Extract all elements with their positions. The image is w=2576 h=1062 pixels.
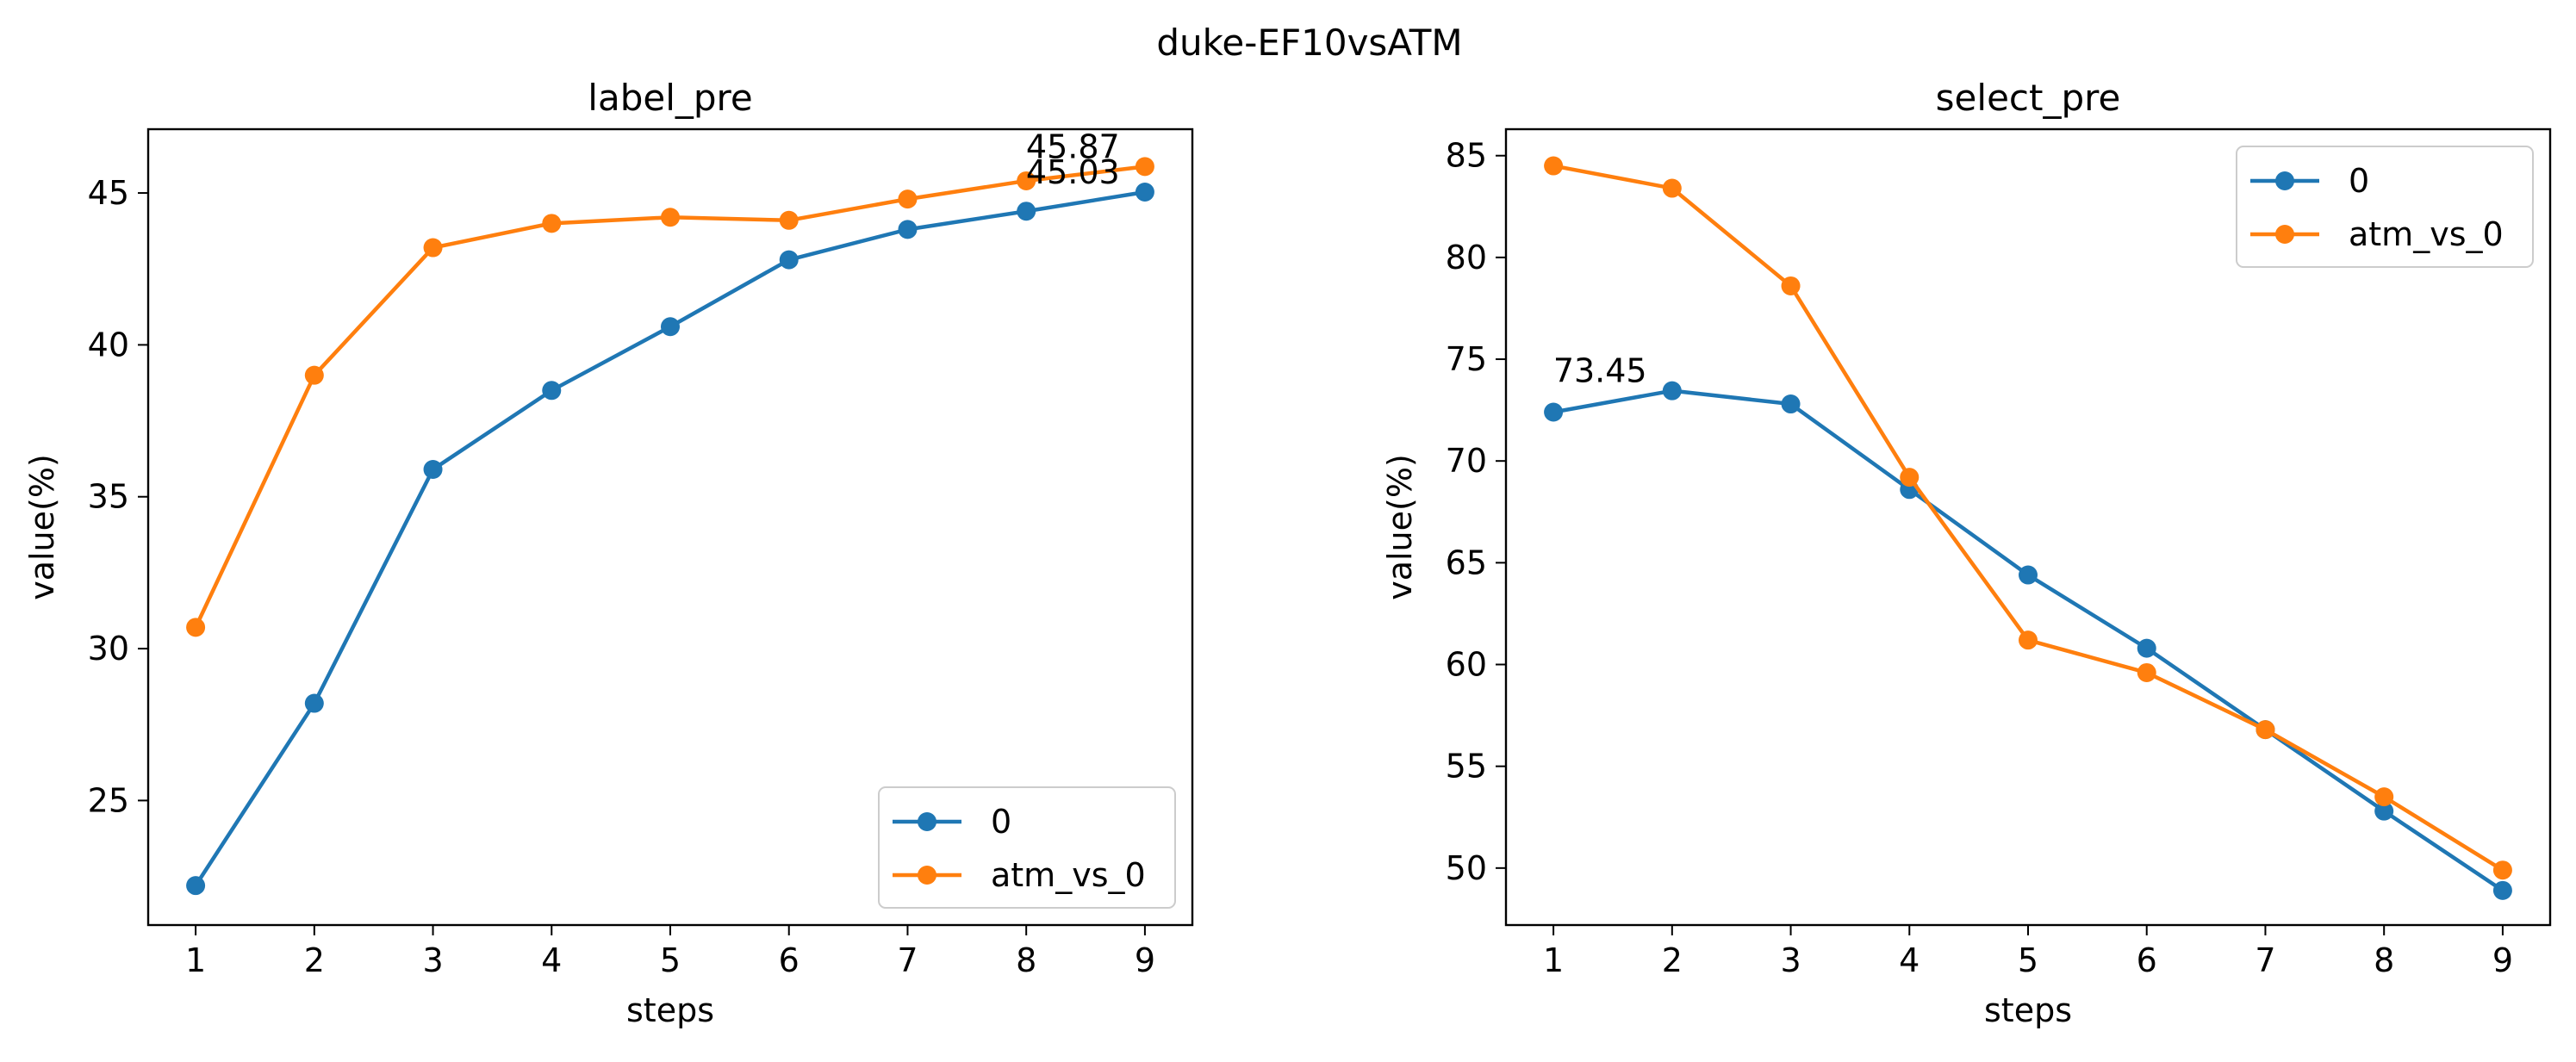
data-point-1-3	[1900, 468, 1920, 488]
data-point-0-8	[1135, 183, 1154, 202]
data-point-0-7	[2374, 801, 2394, 821]
data-point-0-0	[1544, 402, 1564, 422]
data-point-0-5	[779, 250, 799, 270]
x-tick-label: 7	[897, 941, 918, 979]
data-point-0-2	[1781, 394, 1801, 414]
y-tick-label: 25	[88, 781, 129, 819]
x-axis-label: steps	[1984, 991, 2072, 1029]
y-tick-label: 85	[1446, 137, 1487, 175]
legend: 0 atm_vs_0	[878, 786, 1176, 909]
x-tick-label: 9	[2492, 941, 2513, 979]
x-tick-label: 1	[1543, 941, 1564, 979]
y-tick-label: 35	[88, 478, 129, 516]
y-tick-label: 70	[1446, 442, 1487, 480]
legend-marker-1	[918, 866, 936, 885]
y-axis-label: value(%)	[1381, 454, 1419, 600]
data-point-1-0	[186, 618, 206, 637]
data-point-1-7	[1017, 171, 1036, 190]
y-tick-label: 65	[1446, 543, 1487, 581]
data-annotation: 45.03	[1026, 153, 1120, 191]
x-tick-label: 6	[2137, 941, 2157, 979]
y-axis-label: value(%)	[23, 454, 61, 600]
data-annotation: 73.45	[1553, 352, 1647, 390]
data-point-1-5	[2137, 662, 2156, 682]
data-point-0-2	[423, 459, 443, 479]
data-point-1-6	[898, 189, 918, 209]
y-tick-label: 45	[88, 174, 129, 212]
x-axis-label: steps	[626, 991, 714, 1029]
x-tick-label: 7	[2255, 941, 2275, 979]
data-point-1-3	[542, 214, 562, 233]
data-point-1-4	[2019, 630, 2038, 650]
data-point-0-3	[542, 381, 562, 401]
legend-box	[878, 786, 1176, 909]
legend-label: 0	[2349, 162, 2369, 200]
x-tick-label: 5	[660, 941, 681, 979]
data-point-0-1	[1662, 381, 1682, 401]
data-point-0-4	[661, 317, 680, 337]
x-tick-label: 8	[2374, 941, 2394, 979]
y-tick-label: 80	[1446, 239, 1487, 276]
data-annotation: 45.87	[1026, 127, 1120, 165]
y-tick-label: 50	[1446, 849, 1487, 887]
x-tick-label: 2	[304, 941, 325, 979]
y-tick-label: 30	[88, 630, 129, 668]
legend-label: 0	[991, 803, 1011, 841]
data-point-1-5	[779, 210, 799, 230]
legend-label: atm_vs_0	[2349, 215, 2504, 253]
data-point-0-0	[186, 876, 206, 896]
subplot-title: select_pre	[1936, 77, 2121, 119]
data-point-0-4	[2019, 565, 2038, 585]
y-tick-label: 40	[88, 326, 129, 363]
x-tick-label: 2	[1662, 941, 1683, 979]
x-tick-label: 6	[779, 941, 800, 979]
data-point-1-2	[423, 238, 443, 258]
legend-marker-1	[2275, 225, 2294, 244]
x-tick-label: 8	[1016, 941, 1036, 979]
data-point-1-8	[1135, 157, 1154, 177]
legend: 0 atm_vs_0	[2236, 146, 2534, 268]
x-tick-label: 1	[185, 941, 206, 979]
x-tick-label: 4	[541, 941, 562, 979]
data-point-1-6	[2256, 720, 2275, 740]
data-point-0-6	[898, 220, 918, 239]
x-tick-label: 5	[2018, 941, 2038, 979]
data-point-1-8	[2492, 860, 2512, 880]
data-point-1-7	[2374, 787, 2394, 807]
subplot-select-pre: select_pre 1 2 3 4 5 6 7 8 9 50 55 60 65 70 75 80 85 steps…	[1381, 77, 2552, 1029]
data-point-1-4	[661, 208, 680, 227]
x-tick-label: 3	[422, 941, 443, 979]
data-point-0-1	[304, 693, 324, 713]
data-point-0-7	[1017, 202, 1036, 221]
y-tick-label: 75	[1446, 340, 1487, 378]
legend-marker-0	[2275, 171, 2294, 190]
figure-title: duke-EF10vsATM	[1156, 22, 1462, 64]
x-tick-label: 4	[1899, 941, 1920, 979]
x-tick-label: 9	[1135, 941, 1155, 979]
data-point-0-8	[2492, 880, 2512, 900]
data-point-1-1	[304, 365, 324, 385]
data-point-0-5	[2137, 638, 2156, 658]
data-point-1-1	[1662, 178, 1682, 198]
subplot-title: label_pre	[588, 77, 752, 119]
y-tick-label: 55	[1446, 748, 1487, 786]
data-point-1-2	[1781, 276, 1801, 295]
legend-label: atm_vs_0	[991, 856, 1146, 894]
legend-box	[2236, 146, 2534, 268]
legend-marker-0	[918, 812, 936, 831]
x-tick-label: 3	[1780, 941, 1801, 979]
y-tick-label: 60	[1446, 646, 1487, 684]
data-point-1-0	[1544, 156, 1564, 176]
